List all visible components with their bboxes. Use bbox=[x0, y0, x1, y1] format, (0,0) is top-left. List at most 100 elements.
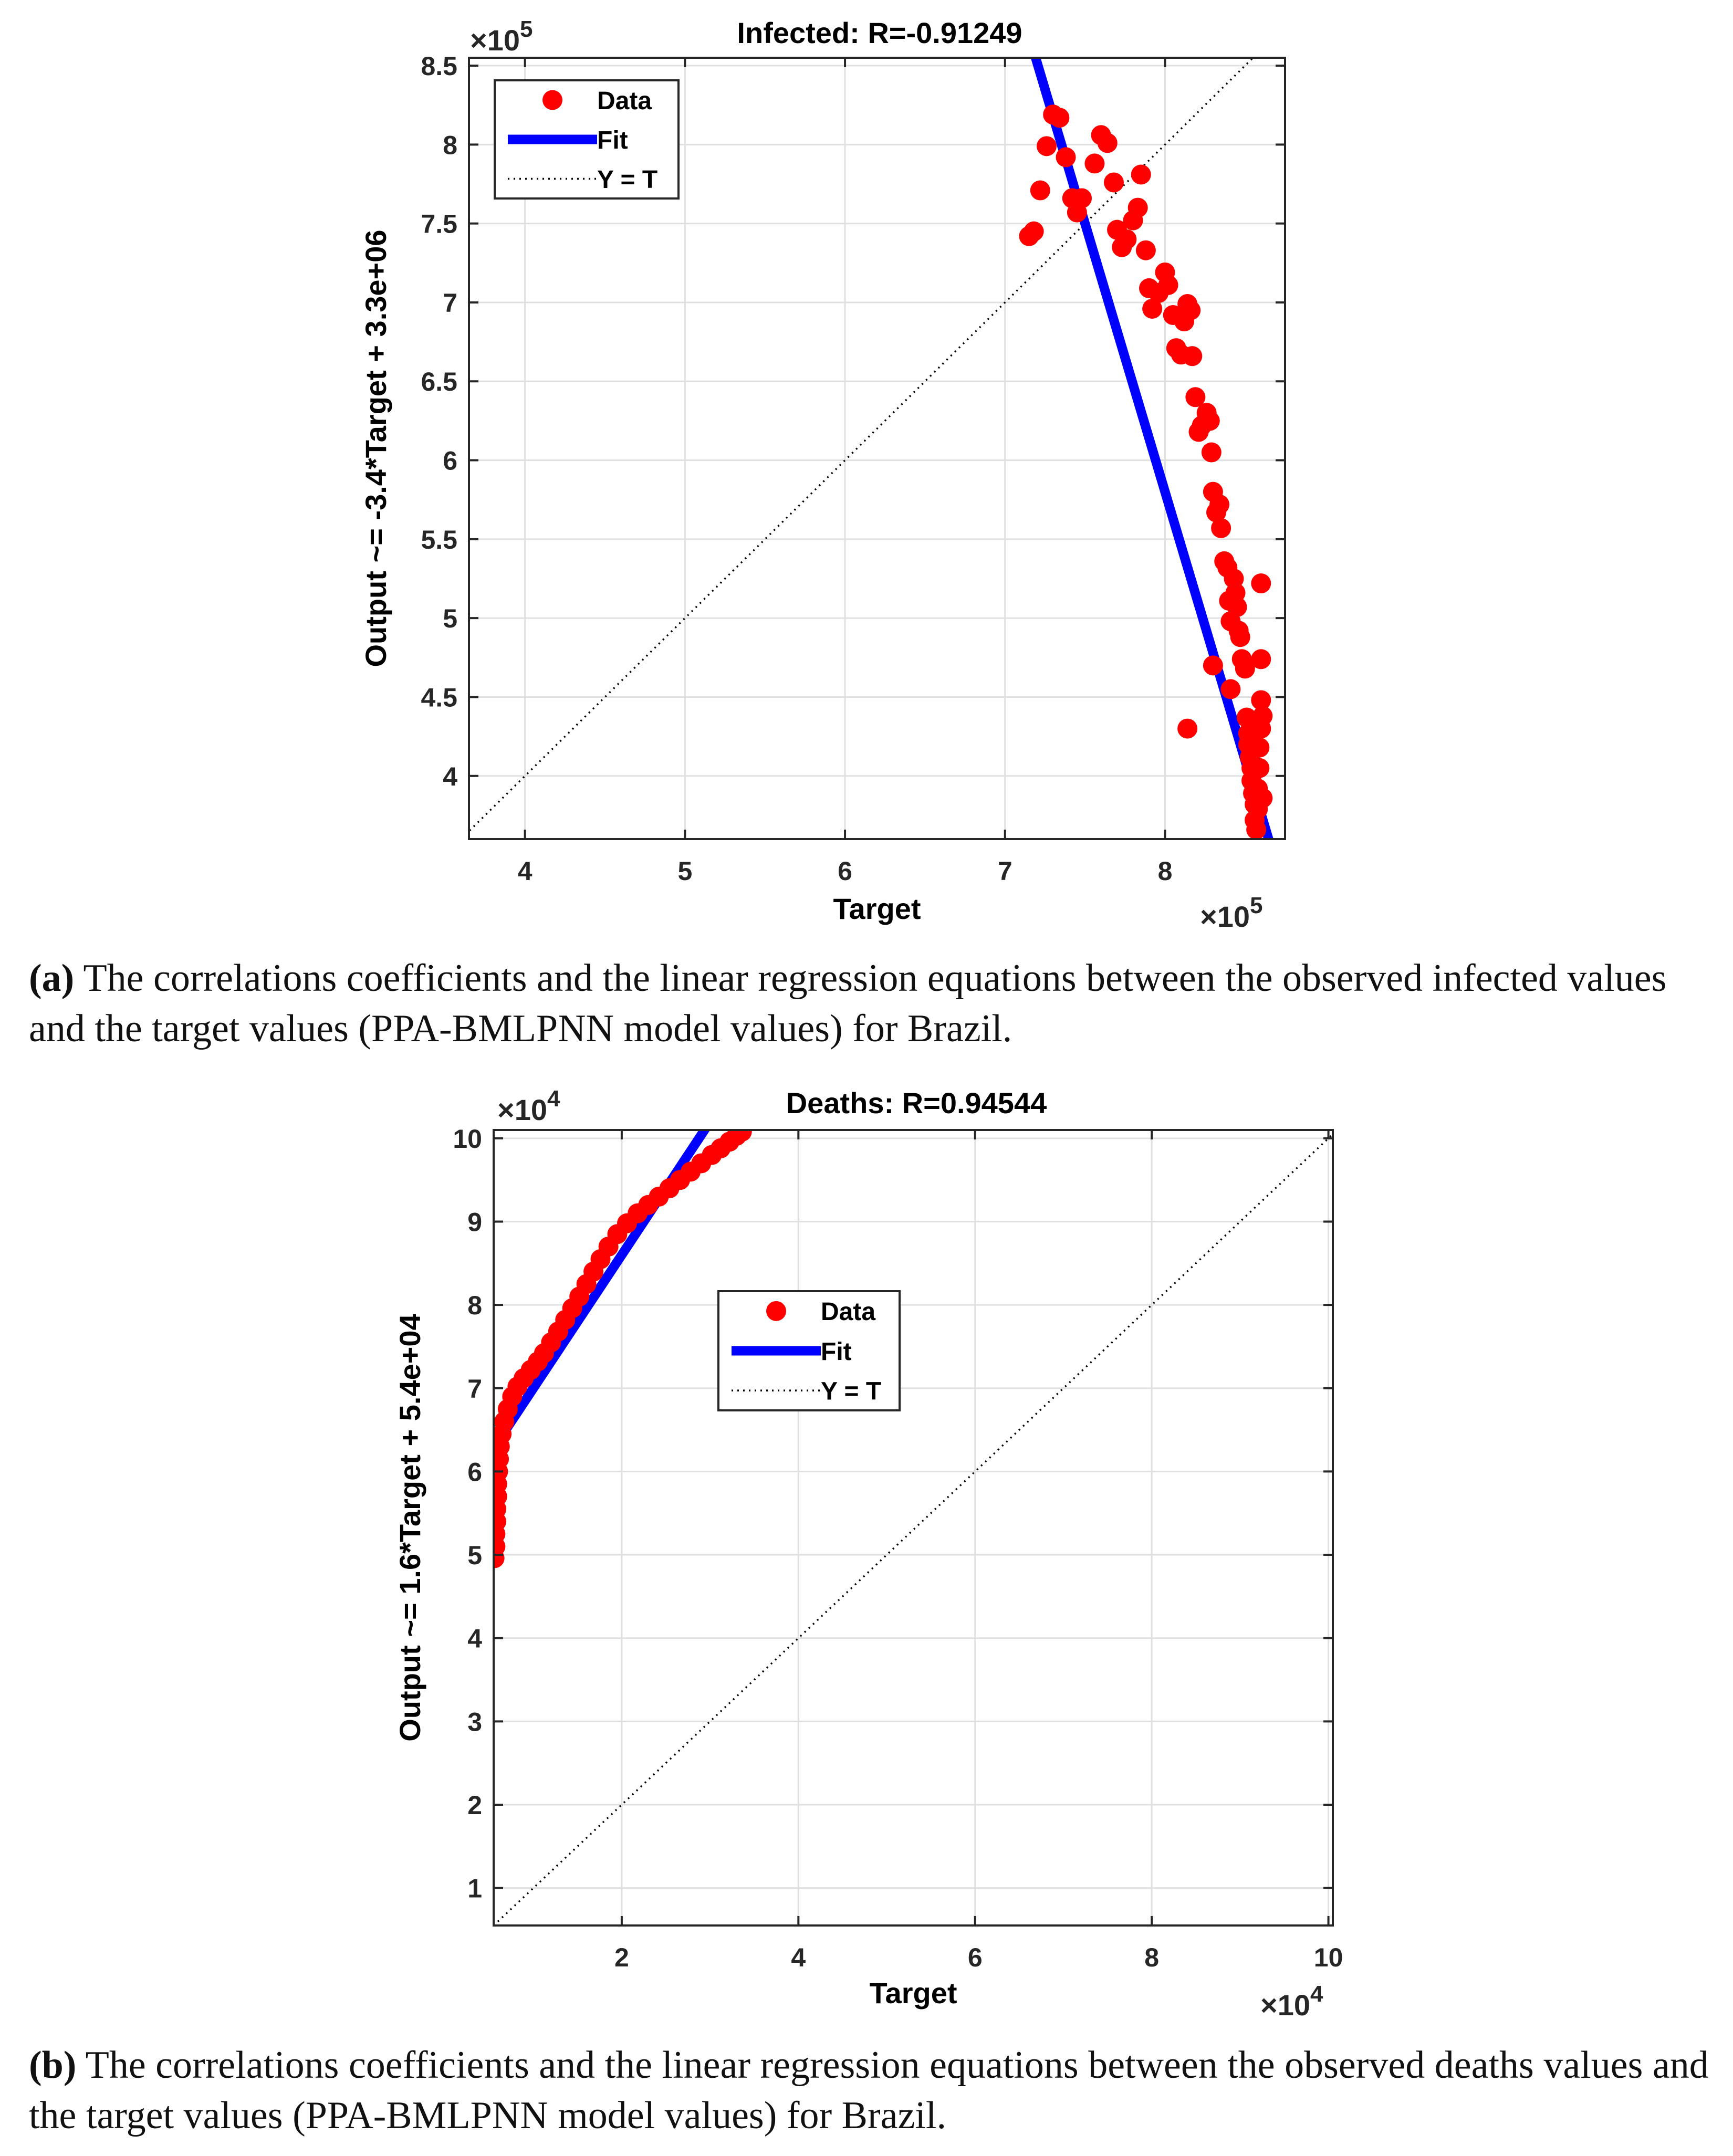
data-point bbox=[1249, 737, 1270, 758]
y-axis-exponent: 4 bbox=[547, 1086, 560, 1112]
data-point bbox=[1249, 758, 1270, 778]
x-tick-label: 5 bbox=[677, 856, 692, 886]
fit-line bbox=[494, 1130, 711, 1457]
axes-box bbox=[468, 57, 1286, 840]
data-point bbox=[1131, 164, 1151, 185]
x-tick-label: 8 bbox=[1144, 1943, 1159, 1972]
y-tick-label: 7 bbox=[467, 1374, 482, 1404]
data-point bbox=[1182, 346, 1203, 367]
axes-box bbox=[493, 1129, 1334, 1927]
data-point bbox=[1142, 298, 1163, 319]
x-tick-label: 4 bbox=[791, 1943, 806, 1972]
caption-a-label: (a) bbox=[29, 957, 75, 1000]
y-tick-label: 5 bbox=[467, 1541, 482, 1570]
legend-label-identity: Y = T bbox=[597, 166, 657, 194]
y-tick-label: 6 bbox=[467, 1457, 482, 1487]
x-axis-label: Target bbox=[833, 892, 921, 925]
y-tick-label: 3 bbox=[467, 1707, 482, 1736]
caption-b-label: (b) bbox=[29, 2044, 77, 2087]
y-tick-label: 8.5 bbox=[421, 51, 457, 81]
y-tick-label: 4 bbox=[467, 1624, 482, 1653]
data-point bbox=[1135, 240, 1156, 260]
data-point bbox=[1049, 108, 1070, 128]
legend-data-marker bbox=[542, 90, 562, 110]
x-tick-label: 10 bbox=[1314, 1943, 1343, 1972]
y-tick-label: 10 bbox=[453, 1124, 482, 1154]
data-point bbox=[1116, 229, 1137, 249]
y-axis-multiplier: ×105 bbox=[470, 16, 533, 57]
caption-b-text: The correlations coefficients and the li… bbox=[29, 2044, 1709, 2137]
y-axis-label: Output ~= 1.6*Target + 5.4e+04 bbox=[393, 1314, 426, 1741]
data-point bbox=[1084, 153, 1105, 174]
data-point bbox=[1246, 819, 1267, 839]
data-point bbox=[1036, 136, 1057, 156]
y-tick-label: 2 bbox=[467, 1791, 482, 1820]
x-tick-label: 8 bbox=[1158, 856, 1173, 886]
data-point bbox=[1181, 300, 1201, 320]
data-point bbox=[1072, 188, 1092, 208]
data-point bbox=[1251, 573, 1271, 594]
y-tick-label: 5.5 bbox=[421, 525, 457, 554]
data-point bbox=[1024, 221, 1044, 242]
y-tick-label: 6.5 bbox=[421, 367, 457, 396]
chart-title: Deaths: R=0.94544 bbox=[786, 1086, 1047, 1119]
x-tick-label: 2 bbox=[614, 1943, 629, 1972]
data-point bbox=[1158, 275, 1178, 295]
y-axis-exponent: 5 bbox=[520, 16, 533, 42]
infected-regression-chart: 4 5 6 7 8 4 4.5 5 5.5 6 6.5 7 7.5 8 8.5 ×105 ×105 Infecte… bbox=[359, 16, 1286, 933]
y-tick-label: 5 bbox=[443, 604, 457, 633]
data-point bbox=[1252, 788, 1273, 808]
x-axis-label: Target bbox=[870, 1976, 957, 2010]
y-axis-label: Output ~= -3.4*Target + 3.3e+06 bbox=[359, 229, 392, 667]
y-tick-label: 1 bbox=[467, 1874, 482, 1903]
legend-label-data: Data bbox=[821, 1298, 875, 1326]
legend-data-marker bbox=[766, 1301, 786, 1321]
data-point bbox=[1185, 387, 1206, 407]
data-point bbox=[1236, 707, 1257, 728]
chart-title: Infected: R=-0.91249 bbox=[737, 16, 1022, 49]
y-tick-label: 7.5 bbox=[421, 210, 457, 239]
y-tick-label: 7 bbox=[443, 288, 457, 318]
plot-content bbox=[494, 1130, 1333, 1925]
x-axis-exponent: 5 bbox=[1250, 893, 1262, 918]
y-tick-label: 9 bbox=[467, 1208, 482, 1237]
caption-a-text: The correlations coefficients and the li… bbox=[29, 957, 1667, 1050]
data-point bbox=[1235, 658, 1255, 679]
data-point bbox=[1199, 411, 1220, 431]
x-tick-label: 6 bbox=[838, 856, 852, 886]
data-point bbox=[1201, 442, 1222, 463]
data-point bbox=[1030, 180, 1050, 201]
caption-b: (b) The correlations coefficients and th… bbox=[29, 2040, 1715, 2141]
data-point bbox=[1230, 627, 1250, 647]
x-axis-multiplier: ×105 bbox=[1200, 893, 1262, 933]
legend-label-identity: Y = T bbox=[821, 1377, 881, 1405]
y-tick-label: 4 bbox=[443, 762, 457, 791]
data-point bbox=[1251, 690, 1271, 710]
legend-label-data: Data bbox=[597, 87, 652, 115]
plot-area bbox=[494, 1130, 1333, 1925]
caption-a: (a) The correlations coefficients and th… bbox=[29, 953, 1715, 1054]
data-point bbox=[1177, 718, 1198, 739]
identity-line bbox=[469, 58, 1255, 833]
data-point bbox=[1220, 679, 1241, 699]
data-point bbox=[1128, 197, 1148, 218]
data-point bbox=[1203, 655, 1223, 676]
data-point bbox=[1103, 172, 1124, 193]
y-tick-label: 6 bbox=[443, 446, 457, 476]
x-tick-label: 6 bbox=[968, 1943, 983, 1972]
y-tick-label: 8 bbox=[467, 1291, 482, 1320]
x-axis-exponent: 4 bbox=[1310, 1981, 1323, 2007]
x-tick-label: 4 bbox=[518, 856, 533, 886]
data-point bbox=[1097, 133, 1118, 153]
data-point bbox=[1211, 518, 1231, 538]
data-point bbox=[1209, 494, 1230, 515]
plot-content bbox=[469, 58, 1274, 839]
y-tick-label: 8 bbox=[443, 130, 457, 160]
data-point bbox=[1251, 649, 1271, 669]
y-tick-label: 4.5 bbox=[421, 683, 457, 712]
data-point bbox=[1252, 706, 1273, 726]
legend-label-fit: Fit bbox=[821, 1338, 852, 1366]
data-point bbox=[732, 1130, 752, 1142]
x-tick-label: 7 bbox=[998, 856, 1012, 886]
